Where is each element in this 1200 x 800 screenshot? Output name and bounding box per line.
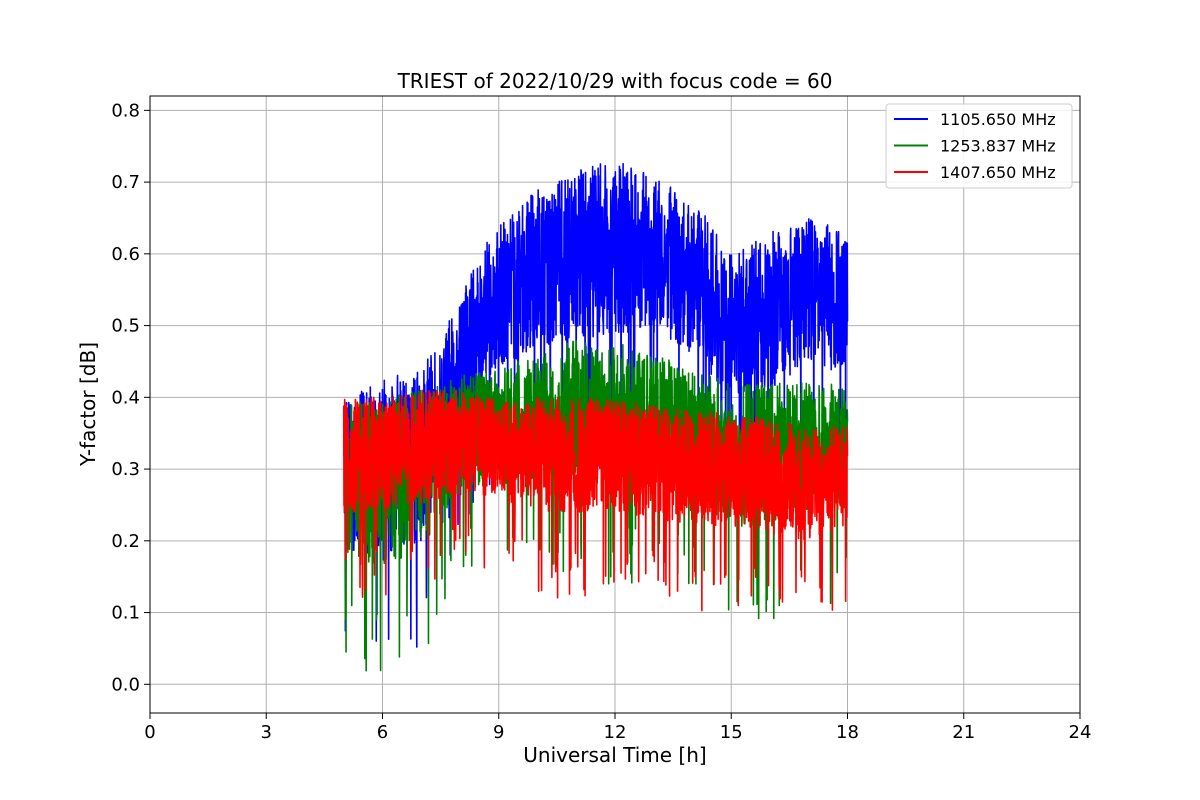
- x-tick-label: 18: [836, 722, 859, 743]
- y-tick-label: 0.8: [111, 100, 140, 121]
- y-tick-label: 0.5: [111, 316, 140, 337]
- x-axis-title: Universal Time [h]: [523, 743, 706, 767]
- x-axis: 0 3 6 9 12 15 18 21 24: [144, 713, 1091, 743]
- legend-box: [885, 103, 1073, 189]
- y-tick-label: 0.7: [111, 172, 140, 193]
- y-tick-label: 0.3: [111, 459, 140, 480]
- y-tick-label: 0.4: [111, 387, 140, 408]
- series-layer: [342, 162, 849, 672]
- legend-label: 1407.650 MHz: [940, 163, 1056, 182]
- x-tick-label: 12: [604, 722, 627, 743]
- series-line-1: [342, 162, 849, 648]
- y-tick-label: 0.2: [111, 531, 140, 552]
- series-line-3: [342, 389, 849, 612]
- x-tick-label: 24: [1069, 722, 1092, 743]
- x-tick-label: 0: [144, 722, 155, 743]
- x-tick-label: 9: [493, 722, 504, 743]
- chart-title: TRIEST of 2022/10/29 with focus code = 6…: [397, 69, 833, 93]
- x-tick-label: 6: [377, 722, 388, 743]
- x-tick-label: 15: [720, 722, 743, 743]
- x-tick-label: 3: [261, 722, 272, 743]
- y-tick-label: 0.1: [111, 603, 140, 624]
- legend: 1105.650 MHz 1253.837 MHz 1407.650 MHz: [885, 103, 1073, 189]
- legend-label: 1105.650 MHz: [940, 110, 1056, 129]
- y-tick-label: 0.0: [111, 674, 140, 695]
- x-tick-label: 21: [952, 722, 975, 743]
- y-tick-label: 0.6: [111, 244, 140, 265]
- y-axis: 0.0 0.1 0.2 0.3 0.4 0.5 0.6 0.7 0.8: [111, 100, 150, 695]
- y-axis-title: Y-factor [dB]: [76, 342, 100, 467]
- legend-label: 1253.837 MHz: [940, 137, 1056, 156]
